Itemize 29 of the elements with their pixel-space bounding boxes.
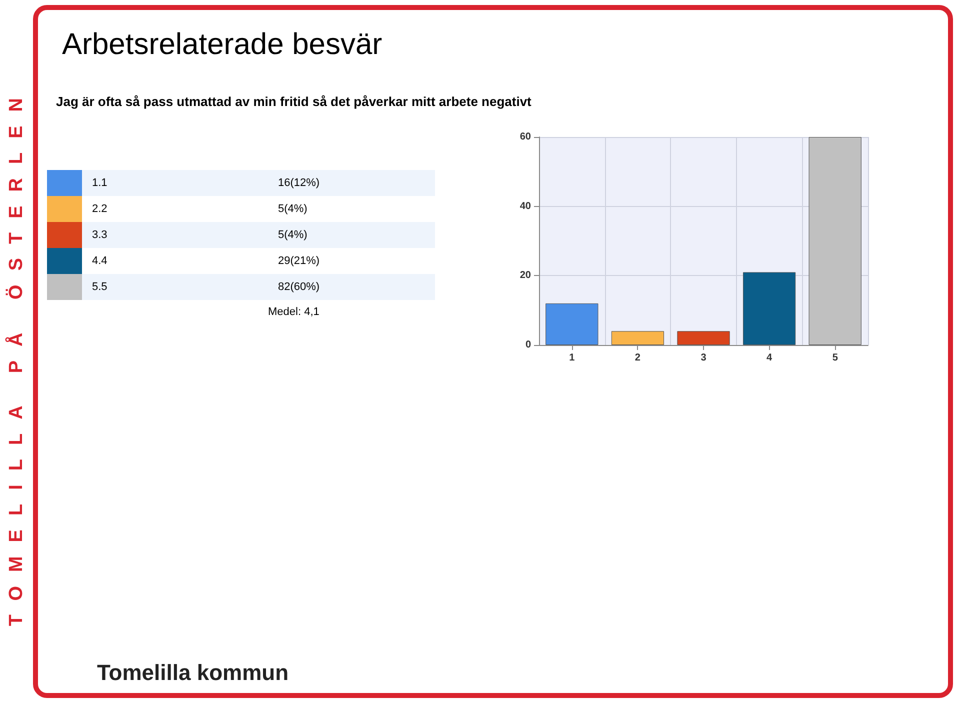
text: Tomelilla kommun [97, 660, 289, 686]
x-tick-label: 4 [766, 352, 773, 364]
y-tick-label: 0 [525, 340, 532, 350]
text: Arbetsrelaterade besvär [62, 28, 382, 62]
text: 16(12%) [278, 177, 320, 189]
bar [611, 331, 664, 345]
x-tick-label: 5 [832, 352, 838, 364]
x-tick-label: 1 [569, 352, 576, 364]
y-tick-label: 40 [520, 200, 532, 212]
text: 5.5 [91, 281, 108, 293]
text: 1.1 [91, 177, 108, 189]
bar [808, 137, 862, 345]
y-tick-label: 20 [520, 270, 532, 282]
x-tick-label: 2 [634, 352, 641, 364]
text: 3.3 [91, 229, 108, 241]
text: 4.4 [91, 255, 108, 267]
bar [546, 303, 598, 345]
text: 5(4%) [278, 203, 308, 215]
text: TOMELILLA PÅ ÖSTERLEN [6, 84, 28, 626]
text: 5(4%) [278, 229, 308, 241]
bar [677, 331, 730, 345]
y-tick-label: 60 [520, 132, 532, 142]
x-tick-label: 3 [700, 352, 707, 364]
text: 29(21%) [278, 255, 320, 267]
text: 2.2 [91, 203, 108, 215]
text: Medel: 4,1 [268, 306, 320, 318]
bar [742, 272, 796, 345]
text: 82(60%) [278, 281, 320, 293]
text: Jag är ofta så pass utmattad av min fritid så det påverkar mitt arbete negativt [56, 94, 532, 109]
